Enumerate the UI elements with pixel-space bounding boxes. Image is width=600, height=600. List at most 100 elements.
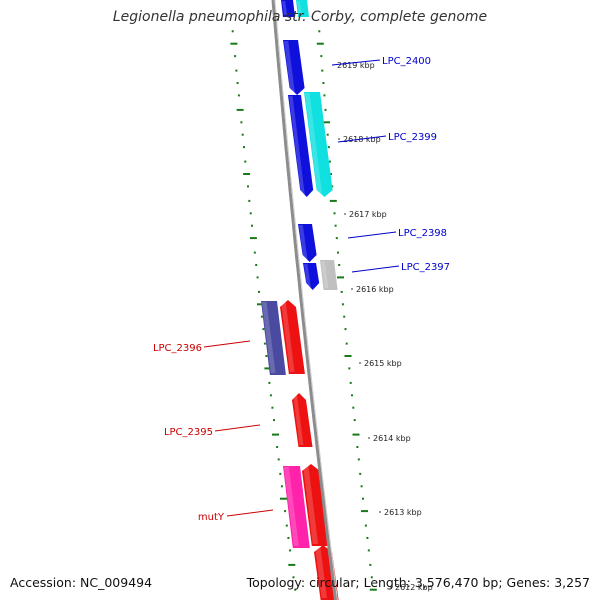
gene-arrow[interactable] — [320, 260, 338, 290]
gc-tick — [341, 303, 344, 306]
gc-tick — [279, 472, 282, 475]
gc-tick — [329, 199, 337, 202]
gene-shine — [315, 546, 327, 598]
gc-tick — [343, 315, 346, 318]
gene-label-leader — [203, 340, 251, 348]
gc-tick — [230, 42, 238, 45]
gc-tick — [285, 524, 288, 527]
gc-tick — [323, 94, 326, 97]
gc-tick — [353, 419, 356, 422]
gc-tick — [249, 237, 257, 240]
gc-tick — [251, 224, 253, 227]
gc-tick — [323, 121, 331, 124]
gc-tick — [248, 199, 251, 202]
gene-lpc_2397-a[interactable] — [303, 263, 320, 290]
gene-lpc_2399[interactable] — [304, 92, 333, 197]
gc-tick — [330, 173, 332, 175]
gc-tick — [263, 342, 266, 345]
gene-label-lpc_2395[interactable]: LPC_2395 — [164, 427, 213, 438]
gc-tick — [288, 563, 296, 566]
gene-muty[interactable] — [283, 466, 310, 548]
gene-label-lpc_2396[interactable]: LPC_2396 — [153, 343, 202, 354]
gc-tick — [236, 108, 244, 111]
gene-top-b[interactable] — [296, 0, 309, 17]
scale-tick-label: 2614 kbp — [373, 434, 411, 443]
gc-tick — [326, 133, 329, 136]
gc-tick — [328, 160, 331, 163]
gc-tick — [258, 290, 260, 293]
gc-tick — [231, 30, 234, 33]
gene-arrow[interactable] — [296, 0, 309, 17]
gene-label-lpc_2398[interactable]: LPC_2398 — [398, 228, 447, 239]
gene-shine — [284, 467, 299, 546]
gene-lpc_2398[interactable] — [298, 224, 317, 262]
gc-tick — [294, 588, 297, 591]
gene-lpc_2396-b[interactable] — [280, 300, 305, 374]
gene-lpc_2396[interactable] — [261, 301, 286, 375]
gc-tick — [333, 212, 336, 215]
gene-label-leader — [337, 135, 387, 143]
gc-tick — [284, 510, 287, 513]
gene-arrow[interactable] — [303, 263, 320, 290]
gene-label-lpc_2399[interactable]: LPC_2399 — [388, 132, 437, 143]
gc-tick — [360, 485, 363, 488]
gc-tick — [366, 537, 369, 539]
gc-tick — [237, 94, 240, 97]
gene-arrow[interactable] — [281, 0, 295, 17]
gc-tick — [338, 264, 341, 266]
gc-tick — [264, 367, 272, 370]
gene-arrow[interactable] — [288, 95, 314, 197]
gene-muty-b[interactable] — [302, 464, 330, 546]
gene-arrow[interactable] — [292, 393, 313, 447]
gc-tick — [262, 328, 265, 331]
gc-tick — [370, 576, 373, 579]
gene-top-a[interactable] — [281, 0, 295, 17]
gene-label-lpc_2400[interactable]: LPC_2400 — [382, 56, 431, 67]
gc-tick — [268, 381, 271, 384]
gc-tick — [241, 133, 244, 136]
gc-tick — [322, 82, 325, 84]
gc-tick — [256, 276, 259, 279]
gene-arrow[interactable] — [304, 92, 333, 197]
gc-tick — [367, 549, 370, 552]
gene-arrow[interactable] — [261, 301, 286, 375]
gene-label-muty[interactable]: mutY — [198, 512, 225, 523]
gene-labels: LPC_2400 LPC_2399 LPC_2398 LPC_2397 LPC_2396… — [153, 56, 450, 523]
gc-tick — [337, 276, 344, 279]
gene-shine — [303, 465, 319, 544]
gene-arrow[interactable] — [302, 464, 330, 546]
gc-tick — [348, 367, 351, 370]
gene-lpc_2397[interactable] — [320, 260, 338, 290]
gc-tick — [244, 160, 247, 163]
gene-lpc_2400[interactable] — [283, 40, 305, 95]
gene-label-leader — [214, 424, 261, 432]
gc-tick — [344, 355, 352, 357]
backbone-circle — [271, 0, 338, 600]
gene-arrow[interactable] — [280, 300, 305, 374]
gc-tick — [276, 446, 279, 448]
gene-arrow[interactable] — [283, 466, 310, 548]
gc-tick — [334, 224, 337, 227]
genome-summary-text: Topology: circular; Length: 3,576,470 bp… — [246, 575, 590, 590]
gene-shine — [284, 41, 295, 93]
gene-lpc_2399-a[interactable] — [288, 95, 314, 197]
gene-label-leader — [226, 509, 274, 517]
gene-lpc_2395[interactable] — [292, 393, 313, 447]
gc-tick — [340, 290, 343, 293]
scale-tick-label: 2615 kbp — [364, 359, 402, 368]
gc-tick — [349, 381, 352, 384]
gene-label-lpc_2397[interactable]: LPC_2397 — [401, 262, 450, 273]
gc-tick — [272, 433, 279, 436]
gc-tick — [351, 394, 353, 397]
gene-arrow[interactable] — [283, 40, 305, 95]
gene-shine — [321, 261, 329, 288]
gc-tick — [234, 55, 237, 58]
gene-label-leader — [331, 59, 381, 66]
gene-shine — [262, 302, 276, 373]
gc-tick — [357, 458, 360, 461]
gene-arrow[interactable] — [298, 224, 317, 262]
gc-tick — [253, 251, 256, 254]
gc-tick — [243, 173, 251, 175]
gc-tick — [280, 485, 283, 488]
